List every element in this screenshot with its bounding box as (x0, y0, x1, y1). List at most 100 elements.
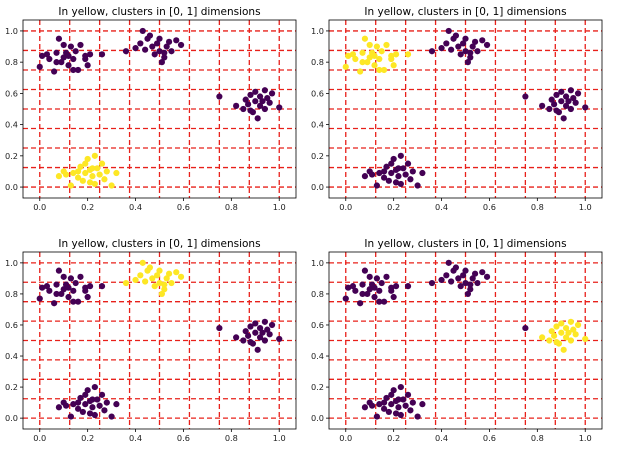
point (55, 404, 63, 411)
point (467, 286, 474, 293)
point (43, 51, 51, 58)
x-tick-label: 0.2 (81, 202, 94, 212)
point (36, 295, 43, 302)
point (419, 169, 426, 177)
point (259, 98, 266, 105)
point (567, 87, 574, 94)
x-tick-label: 1.0 (273, 433, 286, 443)
y-tick-label: 0.6 (5, 320, 18, 330)
point (108, 413, 115, 420)
point (471, 270, 479, 277)
point-highlighted (132, 276, 139, 284)
point (151, 51, 158, 58)
point-highlighted (345, 52, 352, 60)
point (240, 337, 247, 344)
y-tick-label: 0.4 (311, 351, 324, 361)
point-highlighted (567, 337, 574, 344)
point (558, 88, 565, 95)
x-tick-label: 0.6 (483, 433, 496, 443)
point (562, 93, 570, 100)
y-tick-label: 1.0 (5, 258, 18, 268)
point (96, 402, 103, 409)
point (103, 399, 110, 406)
point (98, 51, 106, 58)
point (79, 408, 86, 416)
point (51, 68, 58, 75)
point (438, 276, 445, 284)
point (357, 300, 364, 307)
point (67, 43, 74, 50)
point (84, 62, 91, 69)
point-highlighted (108, 182, 115, 189)
point (402, 171, 409, 178)
point (345, 284, 352, 291)
point-highlighted (582, 335, 589, 343)
point (392, 410, 400, 417)
point (242, 328, 249, 335)
point (380, 405, 388, 412)
scatter-panel-4: In yellow, clusters in [0, 1] dimensions… (311, 238, 603, 443)
point (376, 298, 383, 305)
point (457, 283, 464, 290)
point (89, 396, 96, 403)
point (467, 281, 474, 288)
point (65, 62, 72, 69)
point-highlighted (553, 338, 560, 346)
point (373, 275, 380, 282)
point (445, 259, 452, 266)
point-highlighted (558, 329, 565, 336)
x-tick-label: 0.8 (225, 433, 238, 443)
point (464, 290, 471, 298)
x-tick-label: 1.0 (579, 202, 592, 212)
point (132, 45, 139, 52)
point-highlighted (359, 49, 366, 56)
point (58, 290, 65, 298)
point (67, 275, 74, 282)
point (414, 413, 421, 420)
y-tick-label: 0.8 (5, 289, 18, 299)
point (388, 160, 395, 167)
point (395, 404, 402, 411)
point (256, 324, 264, 332)
point (67, 413, 74, 420)
point (397, 411, 404, 419)
point (574, 90, 582, 97)
point-highlighted (570, 326, 577, 333)
x-tick-label: 1.0 (579, 433, 592, 443)
axes-frame (22, 251, 297, 430)
point (256, 334, 264, 341)
point (522, 93, 529, 100)
point (474, 279, 481, 287)
x-tick-label: 0.0 (339, 433, 352, 443)
point (428, 279, 436, 287)
point (161, 54, 168, 61)
y-tick-label: 0.6 (311, 88, 324, 98)
point (216, 93, 223, 100)
point-highlighted (67, 182, 74, 189)
x-tick-label: 0.4 (129, 433, 142, 443)
point-highlighted (146, 264, 154, 271)
point (464, 59, 471, 66)
point-highlighted (82, 169, 89, 177)
point-highlighted (376, 55, 383, 63)
point (82, 284, 89, 291)
y-tick-label: 0.2 (5, 382, 18, 392)
x-tick-label: 0.0 (33, 202, 46, 212)
point (479, 37, 486, 44)
point-highlighted (392, 51, 400, 58)
point (483, 41, 491, 49)
y-tick-label: 0.2 (311, 382, 324, 392)
point (58, 59, 65, 66)
point (385, 408, 392, 416)
point-highlighted (77, 163, 84, 170)
point (462, 48, 469, 55)
panel-title: In yellow, clusters in [0, 1] dimensions (58, 6, 260, 18)
point-highlighted (390, 62, 397, 69)
point (452, 32, 460, 39)
point (546, 105, 553, 113)
point (467, 54, 474, 61)
point-highlighted (359, 59, 366, 66)
x-tick-label: 0.2 (387, 202, 400, 212)
point (139, 27, 146, 35)
point (82, 391, 89, 398)
